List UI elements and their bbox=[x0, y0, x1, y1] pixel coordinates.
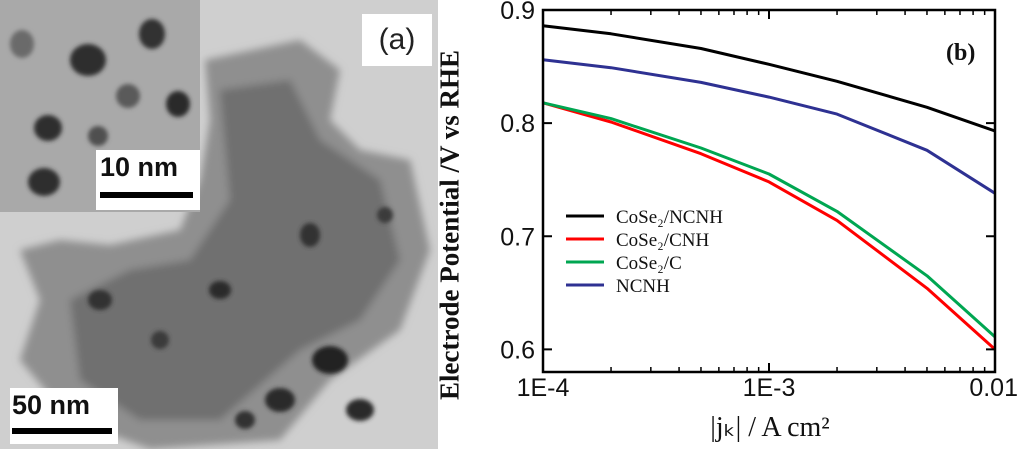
inset-scale-bar bbox=[100, 192, 193, 198]
panel-label-a: (a) bbox=[362, 14, 432, 66]
main-scale-label: 50 nm bbox=[12, 390, 91, 420]
inset-scale-background bbox=[96, 150, 200, 210]
axis-ticks: 0.6 0.7 0.8 0.9 1E-4 1E-3 0.01 bbox=[500, 0, 1018, 402]
x-axis-title: |jₖ| / A cm² bbox=[710, 412, 829, 443]
series-line-1 bbox=[542, 101, 997, 351]
panel-label-b: (b) bbox=[946, 40, 975, 66]
dark-particles bbox=[88, 207, 393, 429]
legend-label: CoSe₂/CNH bbox=[616, 230, 709, 251]
tem-image bbox=[0, 0, 438, 449]
y-tick-label: 0.8 bbox=[500, 110, 535, 138]
y-tick-label: 0.9 bbox=[500, 0, 535, 25]
tem-micrograph: (a) 10 nm 50 nm bbox=[0, 0, 438, 449]
x-tick-label: 1E-4 bbox=[517, 374, 570, 402]
y-tick-label: 0.7 bbox=[500, 223, 535, 251]
x-tick-label: 0.01 bbox=[969, 374, 1018, 402]
legend-label: CoSe₂/C bbox=[616, 253, 682, 274]
x-tick-label: 1E-3 bbox=[743, 374, 796, 402]
inset-scale-label: 10 nm bbox=[100, 152, 179, 182]
series-line-0 bbox=[542, 24, 996, 133]
y-tick-label: 0.6 bbox=[500, 336, 535, 364]
legend-label: CoSe₂/NCNH bbox=[616, 207, 723, 228]
main-scale-background bbox=[10, 388, 118, 444]
series-line-3 bbox=[542, 58, 996, 195]
plot-lines bbox=[542, 24, 997, 351]
series-line-2 bbox=[542, 101, 997, 339]
legend-label: NCNH bbox=[616, 276, 670, 297]
main-scale-bar bbox=[12, 428, 112, 434]
